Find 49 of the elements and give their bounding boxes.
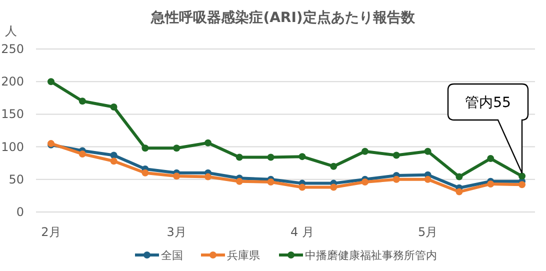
x-tick-label: 3月 <box>166 225 186 239</box>
point <box>362 178 368 186</box>
point <box>362 148 368 155</box>
point <box>173 144 180 152</box>
x-tick-label: 4 月 <box>290 225 314 239</box>
point <box>456 173 463 180</box>
point <box>173 172 180 180</box>
x-tick-label: 5月 <box>418 225 438 239</box>
point <box>487 155 494 162</box>
point <box>330 184 338 191</box>
legend-label: 全国 <box>161 249 183 262</box>
point <box>236 178 243 185</box>
point <box>298 184 306 191</box>
point <box>110 104 118 111</box>
point <box>392 152 400 159</box>
y-tick-label: 50 <box>8 172 24 186</box>
point <box>518 172 526 180</box>
y-tick-label: 200 <box>1 74 24 89</box>
y-tick-label: 100 <box>1 140 24 154</box>
point <box>267 154 274 161</box>
point <box>392 176 400 183</box>
point <box>204 139 212 146</box>
point <box>267 178 274 186</box>
y-tick-label: 250 <box>1 42 24 56</box>
x-tick-label: 2月 <box>41 225 61 239</box>
point <box>487 180 494 188</box>
point <box>48 78 54 86</box>
callout-box: 管内55 <box>447 83 529 174</box>
legend-label: 中播磨健康福祉事務所管内 <box>305 249 437 262</box>
point <box>78 150 86 158</box>
point <box>142 144 149 152</box>
annotation: 管内55 <box>465 95 511 111</box>
point <box>424 176 432 183</box>
point <box>236 154 243 161</box>
point <box>110 152 118 159</box>
point <box>330 162 338 170</box>
y-axis-title: 人 <box>5 24 17 38</box>
point <box>78 98 86 105</box>
y-tick-label: 150 <box>1 107 24 122</box>
point <box>424 148 432 155</box>
legend-label: 兵庫県 <box>227 249 260 262</box>
y-tick-label: 0 <box>16 205 24 219</box>
point <box>204 173 212 180</box>
chart-title: 急性呼吸器感染症(ARI)定点あたり報告数 <box>150 9 416 26</box>
point <box>110 158 118 165</box>
point <box>298 153 306 160</box>
point <box>456 188 463 196</box>
point <box>518 181 526 188</box>
point <box>142 169 149 176</box>
